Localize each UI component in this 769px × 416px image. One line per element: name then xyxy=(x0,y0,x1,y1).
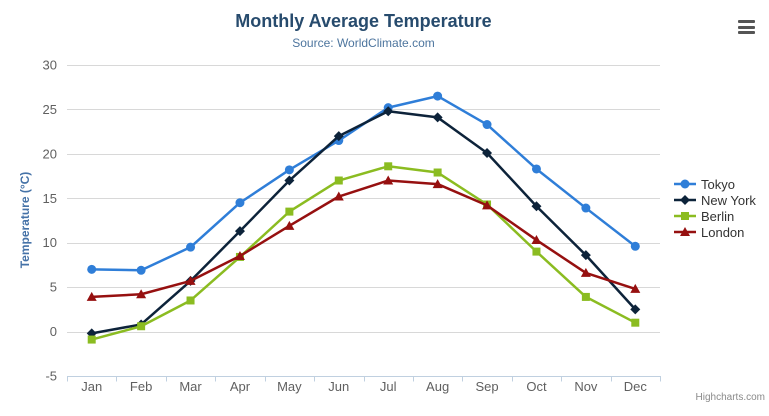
series-line xyxy=(91,94,637,272)
circle-marker xyxy=(284,165,294,175)
square-marker xyxy=(631,318,640,327)
x-axis-tick-label: Jul xyxy=(380,379,397,394)
legend-item-berlin[interactable]: Berlin xyxy=(674,208,756,224)
triangle-marker xyxy=(86,291,97,301)
triangle-marker xyxy=(333,191,344,201)
diamond-marker xyxy=(383,106,394,117)
y-axis-tick-label: 0 xyxy=(50,324,57,339)
series-line xyxy=(91,179,636,299)
legend-triangle-icon xyxy=(674,227,696,236)
legend-label: London xyxy=(701,224,745,240)
x-axis-tick-label: May xyxy=(277,379,302,394)
circle-marker xyxy=(482,120,492,130)
triangle-marker xyxy=(580,267,591,277)
series-london[interactable] xyxy=(86,175,641,301)
triangle-marker xyxy=(136,289,147,299)
square-marker xyxy=(433,168,442,177)
series-line xyxy=(91,109,637,335)
square-marker xyxy=(87,335,96,344)
x-axis-tick-label: Apr xyxy=(230,379,251,394)
hamburger-menu-icon xyxy=(738,25,755,29)
triangle-marker xyxy=(234,251,245,261)
x-axis-tick-label: Aug xyxy=(426,379,449,394)
diamond-marker xyxy=(680,195,690,205)
diamond-marker xyxy=(580,250,591,261)
square-marker xyxy=(384,162,393,171)
x-axis-tick-label: Jun xyxy=(328,379,349,394)
square-marker xyxy=(532,247,541,256)
legend-label: Tokyo xyxy=(701,176,735,192)
circle-marker xyxy=(680,179,690,189)
square-marker xyxy=(285,207,294,216)
circle-marker xyxy=(630,241,640,251)
circle-marker xyxy=(531,164,541,174)
square-marker xyxy=(334,176,343,185)
x-axis-tick-label: Oct xyxy=(526,379,547,394)
x-axis-tick-label: Dec xyxy=(624,379,648,394)
legend-item-new-york[interactable]: New York xyxy=(674,192,756,208)
series-tokyo[interactable] xyxy=(87,91,640,275)
circle-marker xyxy=(433,91,443,101)
diamond-marker xyxy=(432,112,443,123)
y-axis-tick-label: 20 xyxy=(43,146,57,161)
square-marker xyxy=(581,292,590,301)
circle-marker xyxy=(87,264,97,274)
square-marker xyxy=(681,212,689,220)
diamond-marker xyxy=(333,131,344,142)
circle-marker xyxy=(581,203,591,213)
diamond-marker xyxy=(630,304,641,315)
legend-label: New York xyxy=(701,192,756,208)
y-axis-tick-label: 30 xyxy=(43,58,57,73)
y-axis-tick-label: -5 xyxy=(45,369,57,384)
square-marker xyxy=(137,322,146,331)
triangle-marker xyxy=(383,175,394,185)
triangle-marker xyxy=(630,283,641,293)
x-axis-tick-label: Nov xyxy=(574,379,598,394)
legend-circle-icon xyxy=(674,179,696,189)
triangle-marker xyxy=(680,227,690,236)
legend-item-tokyo[interactable]: Tokyo xyxy=(674,176,756,192)
triangle-marker xyxy=(284,220,295,230)
y-axis-tick-label: 5 xyxy=(50,280,57,295)
triangle-marker xyxy=(531,235,542,245)
legend-diamond-icon xyxy=(674,195,696,205)
x-axis-tick-label: Jan xyxy=(81,379,102,394)
series-new-york[interactable] xyxy=(86,106,641,339)
x-axis-tick-label: Sep xyxy=(475,379,498,394)
y-axis-tick-label: 25 xyxy=(43,102,57,117)
hamburger-menu-icon xyxy=(738,31,755,34)
series-line xyxy=(91,165,636,341)
diamond-marker xyxy=(482,147,493,158)
legend-square-icon xyxy=(674,212,696,220)
y-axis-tick-label: 15 xyxy=(43,191,57,206)
diamond-marker xyxy=(234,226,245,237)
triangle-marker xyxy=(482,200,493,210)
export-menu-button[interactable] xyxy=(738,20,755,34)
credits-link[interactable]: Highcharts.com xyxy=(695,392,765,403)
y-axis-tick-label: 10 xyxy=(43,235,57,250)
triangle-marker xyxy=(185,275,196,285)
circle-marker xyxy=(186,242,196,252)
x-axis-tick-label: Mar xyxy=(179,379,202,394)
legend-label: Berlin xyxy=(701,208,735,224)
diamond-marker xyxy=(284,175,295,186)
hamburger-menu-icon xyxy=(738,20,755,23)
chart-subtitle: Source: WorldClimate.com xyxy=(292,36,435,50)
triangle-marker xyxy=(432,179,443,189)
legend: Tokyo New York Berlin London xyxy=(674,176,756,240)
circle-marker xyxy=(235,198,245,208)
chart-title: Monthly Average Temperature xyxy=(235,11,492,31)
diamond-marker xyxy=(531,201,542,212)
legend-item-london[interactable]: London xyxy=(674,224,756,240)
circle-marker xyxy=(136,265,146,275)
x-axis-tick-label: Feb xyxy=(130,379,152,394)
square-marker xyxy=(186,296,195,305)
